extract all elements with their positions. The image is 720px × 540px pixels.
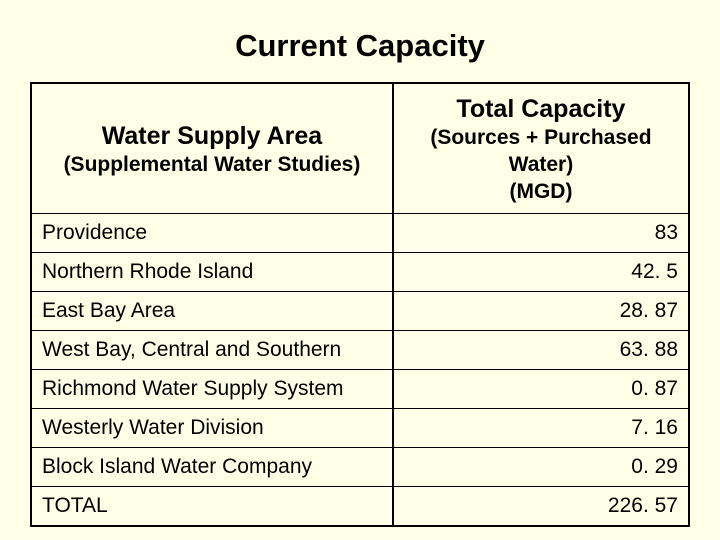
cell-area: TOTAL [31,487,393,527]
cell-area: Block Island Water Company [31,448,393,487]
cell-value: 28. 87 [393,292,689,331]
cell-value: 0. 87 [393,370,689,409]
table-row: Northern Rhode Island 42. 5 [31,253,689,292]
col-header-capacity: Total Capacity (Sources + Purchased Wate… [393,83,689,214]
cell-value: 83 [393,214,689,253]
slide: Current Capacity Water Supply Area (Supp… [0,0,720,540]
cell-value: 0. 29 [393,448,689,487]
table-row: Block Island Water Company 0. 29 [31,448,689,487]
cell-value: 7. 16 [393,409,689,448]
col-header-area-sub: (Supplemental Water Studies) [40,152,384,178]
col-header-capacity-sub: (Sources + Purchased Water) [402,125,680,178]
cell-area: West Bay, Central and Southern [31,331,393,370]
table-row: Richmond Water Supply System 0. 87 [31,370,689,409]
cell-area: Northern Rhode Island [31,253,393,292]
table-row: East Bay Area 28. 87 [31,292,689,331]
cell-value: 42. 5 [393,253,689,292]
cell-value: 226. 57 [393,487,689,527]
table-row: West Bay, Central and Southern 63. 88 [31,331,689,370]
slide-title: Current Capacity [30,28,690,64]
capacity-table: Water Supply Area (Supplemental Water St… [30,82,690,527]
col-header-area: Water Supply Area (Supplemental Water St… [31,83,393,214]
table-row: Westerly Water Division 7. 16 [31,409,689,448]
cell-area: Providence [31,214,393,253]
cell-area: Westerly Water Division [31,409,393,448]
table-row: Providence 83 [31,214,689,253]
table-header-row: Water Supply Area (Supplemental Water St… [31,83,689,214]
col-header-area-main: Water Supply Area [40,121,384,152]
table-row-total: TOTAL 226. 57 [31,487,689,527]
col-header-capacity-main: Total Capacity [402,94,680,125]
cell-value: 63. 88 [393,331,689,370]
cell-area: East Bay Area [31,292,393,331]
cell-area: Richmond Water Supply System [31,370,393,409]
col-header-capacity-unit: (MGD) [402,178,680,205]
